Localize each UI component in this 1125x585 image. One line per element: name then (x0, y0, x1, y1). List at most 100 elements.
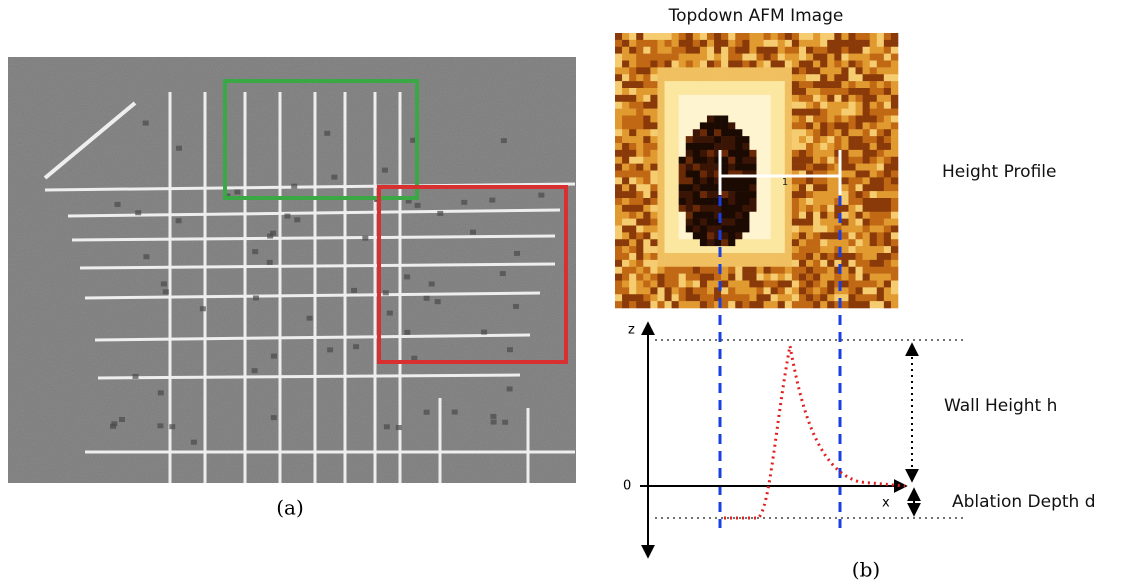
afm-pixel (855, 191, 863, 199)
afm-pixel (820, 184, 828, 192)
afm-pixel (890, 74, 899, 82)
afm-pixel (883, 198, 892, 206)
afm-pixel (791, 246, 800, 254)
afm-pixel (813, 259, 821, 268)
afm-pixel (806, 170, 814, 178)
afm-pixel (714, 74, 722, 82)
afm-pixel (728, 280, 736, 288)
afm-pixel (848, 39, 856, 48)
afm-pixel (763, 239, 771, 247)
afm-pixel (685, 67, 694, 75)
afm-pixel (834, 301, 842, 309)
afm-pixel (749, 218, 757, 226)
afm-pixel (728, 149, 736, 158)
sem-pit (506, 347, 513, 353)
afm-pixel (643, 287, 651, 295)
afm-pixel (883, 191, 892, 199)
afm-pixel (685, 115, 694, 123)
afm-pixel (784, 253, 793, 261)
afm-pixel (770, 246, 779, 254)
afm-pixel (721, 198, 729, 206)
sem-pit (306, 315, 313, 321)
afm-pixel (806, 88, 814, 96)
afm-pixel (685, 53, 694, 61)
afm-pixel (827, 232, 835, 240)
afm-pixel (685, 122, 694, 130)
afm-pixel (756, 287, 764, 295)
afm-pixel (763, 60, 771, 68)
afm-pixel (876, 60, 885, 68)
afm-pixel (749, 280, 757, 288)
afm-pixel (735, 204, 743, 213)
afm-pixel (777, 39, 786, 48)
afm-pixel (706, 273, 715, 281)
afm-pixel (841, 67, 849, 75)
afm-pixel (678, 218, 687, 226)
sem-pit (157, 423, 164, 429)
afm-pixel (615, 246, 623, 254)
afm-pixel (890, 46, 899, 54)
afm-pixel (770, 266, 779, 274)
sem-pit (514, 250, 521, 256)
afm-pixel (664, 129, 672, 137)
afm-pixel (622, 81, 630, 89)
afm-pixel (685, 136, 694, 144)
afm-pixel (848, 191, 856, 199)
afm-pixel (798, 143, 807, 151)
afm-pixel (827, 74, 835, 82)
afm-pixel (855, 122, 863, 130)
afm-pixel (749, 198, 757, 206)
afm-pixel (890, 287, 899, 295)
afm-pixel (742, 60, 750, 68)
afm-pixel (784, 39, 793, 48)
afm-pixel (869, 177, 878, 185)
afm-pixel (806, 163, 814, 171)
afm-pixel (636, 115, 644, 123)
afm-pixel (820, 46, 828, 54)
afm-pixel (770, 115, 779, 123)
afm-pixel (841, 74, 849, 82)
afm-pixel (798, 246, 807, 254)
afm-pixel (692, 94, 701, 103)
afm-pixel (735, 53, 743, 61)
afm-pixel (890, 177, 899, 185)
afm-pixel (784, 301, 793, 309)
afm-pixel (841, 280, 849, 288)
sem-pit (411, 355, 418, 361)
afm-pixel (692, 177, 701, 185)
afm-pixel (636, 253, 644, 261)
afm-pixel (806, 39, 814, 48)
afm-pixel (862, 136, 870, 144)
afm-pixel (685, 218, 694, 226)
afm-pixel (643, 246, 651, 254)
afm-pixel (890, 156, 899, 164)
afm-pixel (756, 136, 764, 144)
afm-pixel (798, 170, 807, 178)
afm-pixel (728, 81, 736, 89)
afm-pixel (721, 136, 729, 144)
afm-pixel (643, 129, 651, 137)
afm-pixel (692, 211, 701, 219)
afm-pixel (784, 191, 793, 199)
afm-pixel (671, 143, 679, 151)
afm-pixel (685, 253, 694, 261)
afm-pixel (636, 204, 644, 213)
afm-pixel (827, 280, 835, 288)
afm-pixel (813, 294, 821, 302)
afm-pixel (671, 177, 679, 185)
afm-pixel (876, 33, 885, 41)
afm-pixel (735, 246, 743, 254)
afm-pixel (728, 136, 736, 144)
afm-pixel (699, 136, 708, 144)
afm-pixel (636, 156, 644, 164)
afm-pixel (664, 204, 672, 213)
afm-pixel (657, 273, 665, 281)
afm-pixel (622, 136, 630, 144)
afm-pixel (622, 204, 630, 213)
afm-pixel (862, 60, 870, 68)
afm-pixel (615, 211, 623, 219)
afm-pixel (869, 225, 878, 233)
wall-height-label: Wall Height h (944, 396, 1057, 416)
sem-pit (143, 254, 150, 260)
afm-pixel (721, 156, 729, 164)
